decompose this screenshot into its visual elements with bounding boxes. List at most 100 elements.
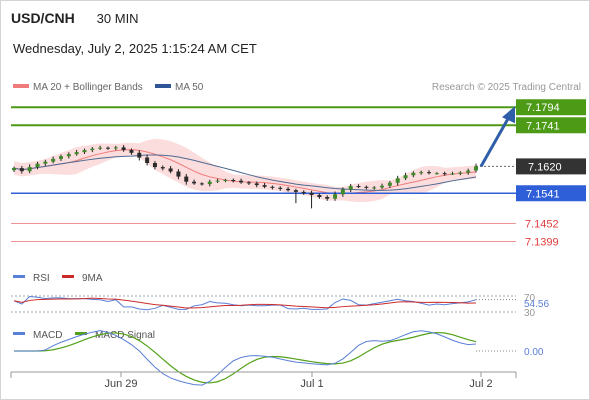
rsi-ma-legend-label: 9MA <box>82 273 103 284</box>
candle-bullish <box>380 185 385 188</box>
candle-bullish <box>113 147 118 149</box>
candle-bearish <box>246 182 251 184</box>
candle-bearish <box>278 187 283 189</box>
macd-signal-line <box>14 331 477 384</box>
candle-bullish <box>58 156 63 159</box>
candle-bearish <box>427 172 432 174</box>
rsi-ma-legend-swatch <box>62 275 74 278</box>
candle-bearish <box>176 171 181 177</box>
candle-bearish <box>442 173 447 175</box>
current-price-label: 7.1620 <box>528 161 562 173</box>
candle-bearish <box>356 186 361 188</box>
ma20-legend-label: MA 20 + Bollinger Bands <box>33 82 143 93</box>
macd-signal-legend-label: MACD Signal <box>95 330 155 341</box>
candle-bullish <box>215 180 220 182</box>
rsi-legend-swatch <box>13 275 25 278</box>
candle-bearish <box>152 163 157 168</box>
candle-bullish <box>348 186 353 190</box>
candle-bearish <box>105 147 110 149</box>
chart-header: USD/CNH 30 MIN <box>11 10 139 26</box>
symbol-label: USD/CNH <box>11 10 75 26</box>
support-label: 7.1541 <box>526 188 560 200</box>
candle-bearish <box>19 168 24 172</box>
ma50-line <box>13 154 477 191</box>
candle-bearish <box>231 180 236 181</box>
ma50-legend-swatch <box>155 84 171 88</box>
x-tick-label-jul2: Jul 2 <box>469 378 492 390</box>
research-credit: Research © 2025 Trading Central <box>432 82 581 93</box>
candlesticks <box>12 144 478 209</box>
forecast-arrow-shaft <box>479 114 512 168</box>
candle-bullish <box>395 178 400 183</box>
candle-bullish <box>207 181 212 185</box>
candle-bullish <box>51 158 56 162</box>
candle-bullish <box>98 147 103 149</box>
resistance-label-box <box>516 117 586 134</box>
candle-bullish <box>403 175 408 179</box>
candle-bearish <box>317 194 322 197</box>
candle-bearish <box>325 197 330 199</box>
rsi-ma-line <box>13 297 477 309</box>
ma50-legend-label: MA 50 <box>175 82 204 93</box>
candle-bullish <box>419 172 424 174</box>
ma20-line <box>13 149 477 195</box>
candle-bullish <box>12 168 16 171</box>
resistance-label-box <box>516 99 586 116</box>
candle-bullish <box>66 154 71 157</box>
x-tick-label-jun29: Jun 29 <box>104 378 137 390</box>
candle-bearish <box>160 167 165 169</box>
macd-legend-label: MACD <box>33 330 62 341</box>
candle-bearish <box>192 181 197 184</box>
candle-bullish <box>474 166 478 171</box>
candle-bearish <box>262 185 267 187</box>
candle-bullish <box>434 173 439 175</box>
chart-datetime: Wednesday, July 2, 2025 1:15:24 AM CET <box>13 41 257 56</box>
candle-bearish <box>137 152 142 158</box>
macd-legend-swatch <box>13 332 25 335</box>
candle-bullish <box>223 180 228 181</box>
candle-bearish <box>145 157 150 163</box>
candle-bearish <box>293 190 298 192</box>
candle-bearish <box>270 186 275 188</box>
candle-bullish <box>466 170 471 173</box>
candle-bearish <box>309 192 314 195</box>
candle-bearish <box>364 186 369 188</box>
resistance-label: 7.1741 <box>526 120 560 132</box>
candle-bullish <box>27 167 32 172</box>
rsi-tick-30: 30 <box>524 308 536 319</box>
candle-bullish <box>458 172 463 174</box>
rsi-tick-70: 70 <box>524 293 536 304</box>
candle-bullish <box>372 187 377 189</box>
timeframe-label: 30 MIN <box>96 11 139 26</box>
macd-signal-legend-swatch <box>75 332 87 335</box>
candle-bullish <box>450 173 455 175</box>
candle-bearish <box>121 147 126 151</box>
candle-bearish <box>184 176 189 182</box>
candle-bullish <box>43 161 48 164</box>
candle-bearish <box>239 180 244 183</box>
ma20-legend-swatch <box>13 84 29 88</box>
candle-bearish <box>129 150 134 153</box>
macd-zero-label: 0.00 <box>524 347 544 358</box>
macd-line <box>14 330 477 386</box>
candle-bearish <box>301 191 306 193</box>
minor-support-label: 7.1452 <box>525 219 559 231</box>
macd-panel <box>14 330 516 386</box>
candle-bullish <box>74 152 79 155</box>
forecast-arrow-head <box>502 106 515 124</box>
candle-bullish <box>340 189 345 195</box>
minor-support-label: 7.1399 <box>525 237 559 249</box>
candle-bullish <box>35 163 40 168</box>
price-levels: 7.1794 7.1741 7.1620 7.1541 7.1452 7.1399 <box>11 99 586 249</box>
support-label-box <box>516 185 586 202</box>
candle-bearish <box>199 183 204 185</box>
rsi-current-value: 54.56 <box>524 299 549 310</box>
candle-bearish <box>286 188 291 191</box>
candle-bearish <box>254 183 259 186</box>
forecast-arrow <box>479 106 515 168</box>
candle-bullish <box>411 172 416 176</box>
candle-bullish <box>82 150 87 153</box>
candle-bearish <box>168 168 173 172</box>
resistance-label: 7.1794 <box>526 102 560 114</box>
